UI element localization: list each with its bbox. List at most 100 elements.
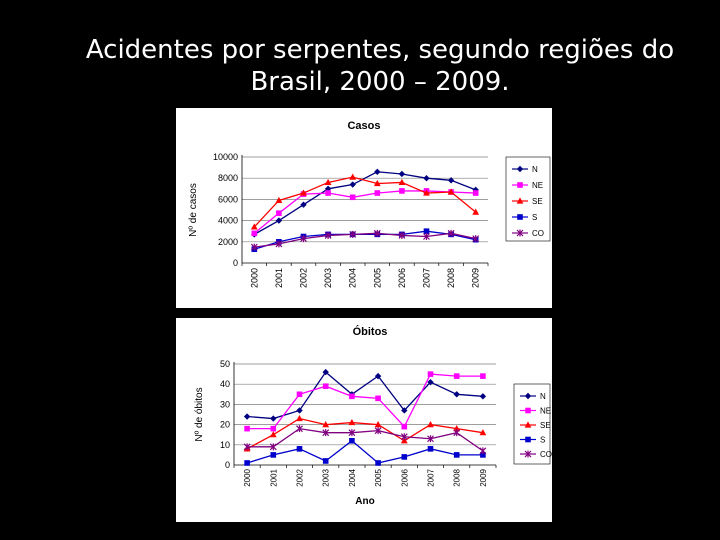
casos-legend-label: N [532, 165, 538, 174]
obitos-x-tick-label: 2006 [400, 468, 409, 486]
casos-data-point [447, 229, 455, 237]
obitos-legend-label: CO [540, 450, 552, 459]
casos-x-tick-label: 2001 [274, 268, 284, 288]
obitos-data-point [400, 437, 408, 444]
obitos-data-point [270, 452, 277, 458]
obitos-x-tick-label: 2008 [453, 468, 462, 486]
obitos-legend-label: NE [540, 407, 551, 416]
casos-legend-label: NE [532, 181, 543, 190]
obitos-data-point [453, 373, 460, 379]
obitos-data-point [453, 425, 461, 432]
obitos-data-point [322, 421, 330, 428]
casos-x-tick-label: 2007 [422, 268, 432, 288]
obitos-x-tick-label: 2002 [296, 468, 305, 486]
casos-data-point [447, 188, 455, 195]
obitos-x-tick-label: 2005 [374, 468, 383, 486]
casos-data-point [251, 230, 258, 237]
obitos-chart: Óbitos 0 10 20 30 40 50 2000 2001 2002 2003 2004 200… [194, 325, 552, 507]
obitos-data-point [480, 373, 486, 379]
obitos-legend-marker [524, 450, 532, 458]
obitos-data-point [427, 378, 434, 386]
obitos-chart-panel: Óbitos 0 10 20 30 40 50 2000 2001 2002 2003 2004 200… [176, 318, 552, 522]
casos-data-point [399, 188, 405, 194]
obitos-legend: N NE SE S CO [513, 383, 552, 465]
casos-data-point [423, 233, 430, 240]
obitos-data-point [479, 429, 487, 436]
obitos-data-point [348, 429, 356, 437]
obitos-data-point [296, 391, 303, 398]
obitos-data-point [375, 395, 381, 402]
casos-data-point [472, 208, 480, 215]
obitos-data-point [453, 391, 460, 398]
obitos-data-point [270, 415, 277, 422]
casos-data-point [373, 229, 381, 237]
casos-legend-marker [516, 197, 524, 204]
casos-data-point [447, 177, 455, 184]
obitos-gridlines [234, 363, 496, 446]
casos-data-point [300, 189, 307, 196]
casos-series-line [253, 171, 476, 235]
casos-legend-marker [517, 214, 523, 220]
casos-x-tick-label: 2005 [372, 268, 382, 288]
casos-y-axis-label: Nº de casos [188, 183, 199, 237]
obitos-data-point [322, 429, 330, 437]
obitos-series-s [244, 437, 486, 466]
obitos-data-point [427, 446, 434, 452]
casos-y-tick-label: 10000 [213, 152, 238, 162]
casos-data-point [374, 190, 381, 196]
casos-x-tick-label: 2004 [348, 268, 358, 288]
obitos-data-point [322, 368, 329, 376]
casos-x-tick-label: 2009 [471, 268, 481, 288]
obitos-y-tick-label: 50 [220, 359, 230, 369]
obitos-data-point [427, 435, 434, 443]
obitos-x-tick-label: 2001 [269, 468, 278, 486]
obitos-x-tick-label: 2004 [348, 468, 357, 486]
obitos-data-point [401, 454, 408, 460]
casos-chart-title: Casos [347, 120, 380, 132]
obitos-data-point [270, 425, 277, 432]
obitos-data-point [400, 433, 408, 441]
casos-legend-label: SE [532, 197, 543, 206]
obitos-data-point [243, 443, 251, 451]
obitos-data-point [244, 425, 250, 432]
obitos-data-point [453, 429, 461, 437]
casos-data-point [349, 181, 356, 188]
casos-data-point [250, 223, 258, 230]
casos-data-point [423, 228, 430, 234]
casos-data-point [275, 196, 283, 204]
obitos-legend-label: N [540, 392, 546, 401]
casos-data-point [423, 175, 430, 182]
obitos-series-se [243, 414, 487, 452]
casos-series-s [251, 228, 479, 253]
casos-data-point [349, 173, 357, 180]
obitos-data-point [348, 418, 356, 426]
obitos-legend-marker [525, 436, 531, 443]
casos-legend-marker [516, 165, 524, 173]
obitos-x-tick-label: 2009 [479, 468, 488, 486]
obitos-chart-title: Óbitos [353, 325, 388, 338]
casos-data-point [325, 190, 331, 196]
casos-data-point [472, 190, 479, 196]
obitos-data-point [479, 393, 487, 400]
obitos-series-n [243, 368, 487, 422]
casos-y-tick-label: 6000 [218, 194, 238, 204]
casos-y-tick-label: 2000 [218, 237, 238, 247]
casos-legend-marker [517, 182, 523, 188]
obitos-data-point [243, 413, 251, 420]
casos-x-tick-label: 2000 [249, 268, 259, 288]
slide-title-line-1: Acidentes por serpentes, segundo regiões… [85, 35, 675, 65]
casos-data-point [472, 235, 480, 243]
casos-series-n [251, 168, 479, 238]
obitos-data-point [296, 425, 303, 433]
obitos-y-axis-label: Nº de óbitos [194, 387, 205, 441]
casos-data-point [349, 230, 357, 238]
obitos-y-tick-label: 20 [220, 420, 230, 430]
casos-data-point [373, 179, 381, 187]
obitos-data-point [349, 393, 355, 400]
obitos-legend-marker [524, 392, 532, 400]
obitos-legend-marker [525, 407, 531, 414]
casos-series-ne [251, 188, 479, 237]
casos-legend-marker [516, 229, 524, 237]
casos-y-tick-label: 8000 [218, 173, 238, 183]
obitos-series-line [246, 439, 483, 464]
